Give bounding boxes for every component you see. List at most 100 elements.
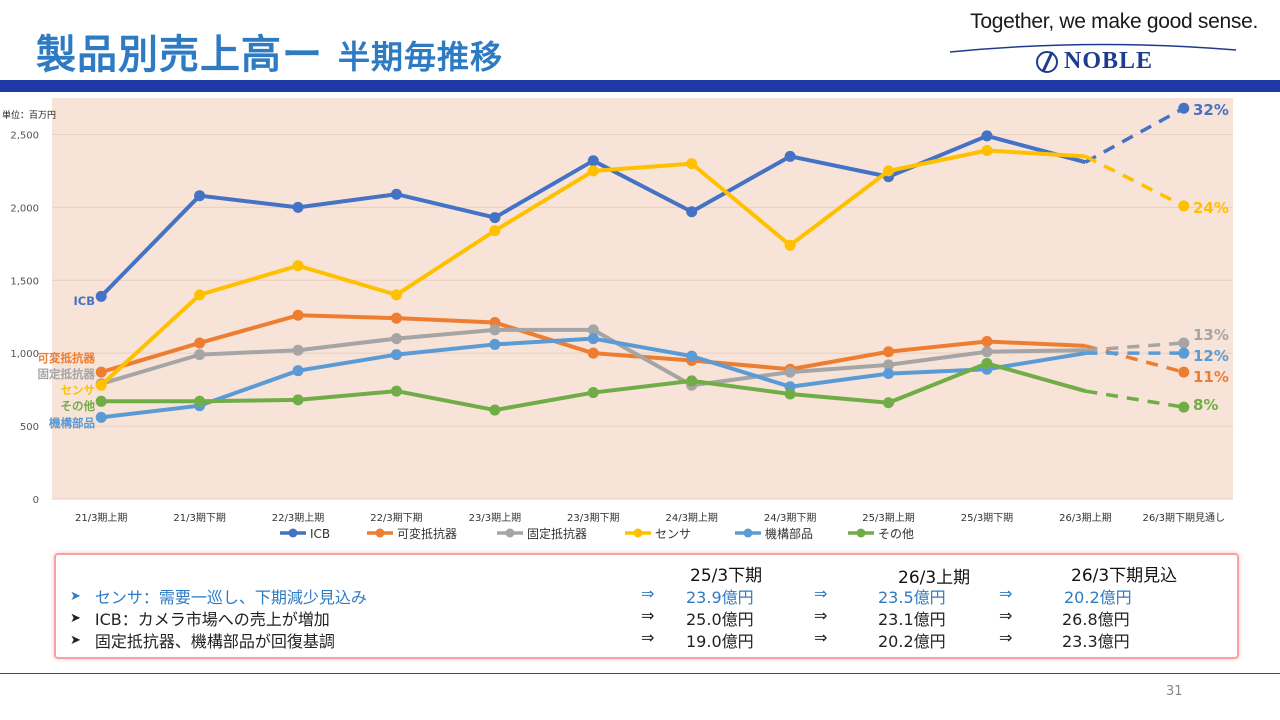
data-point — [292, 260, 304, 272]
summary-row-0: ➤ センサ：需要一巡し、下期減少見込み — [70, 584, 367, 608]
data-point — [390, 333, 402, 345]
share-label: 13% — [1193, 326, 1229, 344]
legend-label: 固定抵抗器 — [527, 526, 587, 541]
summary-row-1: ➤ ICB：カメラ市場への売上が増加 — [70, 606, 330, 630]
data-point — [1178, 347, 1190, 359]
legend-marker — [743, 528, 753, 538]
logo-text: NOBLE — [1064, 48, 1154, 74]
summary-row-2: ➤ 固定抵抗器、機構部品が回復基調 — [70, 628, 335, 652]
legend-marker — [505, 528, 515, 538]
data-point — [981, 346, 993, 358]
data-point — [784, 366, 796, 378]
x-tick-label: 25/3期下期 — [961, 512, 1013, 524]
summary-value: 25.0億円 — [686, 610, 754, 629]
bullet-icon: ➤ — [70, 632, 81, 648]
data-point — [390, 289, 402, 301]
summary-value: 19.0億円 — [686, 632, 754, 651]
series-forecast-line-3 — [1084, 154, 1185, 208]
legend-marker — [288, 528, 298, 538]
data-point — [686, 158, 698, 170]
arrow-icon: ⇒ — [814, 628, 828, 647]
x-tick-label: 22/3期下期 — [370, 512, 422, 524]
summary-col-head-0: 25/3下期 — [690, 566, 763, 586]
x-tick-label: 26/3期下期見通し — [1143, 512, 1225, 524]
data-point — [292, 365, 304, 377]
legend-marker — [856, 528, 866, 538]
summary-box: 25/3下期 26/3上期 26/3下期見込 ➤ センサ：需要一巡し、下期減少見… — [54, 553, 1239, 659]
legend-label: センサ — [655, 527, 691, 541]
data-point — [981, 357, 993, 369]
data-point — [587, 155, 599, 167]
share-label: 12% — [1193, 347, 1229, 365]
series-forecast-line-1 — [1084, 344, 1185, 374]
data-point — [292, 394, 304, 406]
data-point — [489, 212, 501, 224]
data-point — [587, 324, 599, 336]
data-point — [194, 349, 206, 361]
logo-mark-icon — [1036, 50, 1058, 73]
footer-line — [0, 673, 1280, 674]
chart-svg: 0 500 1,000 1,500 2,000 2,500 単位：百万円 21/3期上期 21/… — [2, 98, 1233, 541]
data-point — [489, 324, 501, 336]
title-dash: ー — [282, 32, 323, 78]
unit-label: 単位：百万円 — [2, 109, 56, 121]
summary-value: 23.3億円 — [1062, 632, 1130, 651]
series-forecast-line-0 — [1084, 106, 1185, 164]
data-point — [587, 165, 599, 177]
bullet-icon: ➤ — [70, 610, 81, 626]
data-point — [390, 349, 402, 361]
data-point — [784, 388, 796, 400]
arrow-icon: ⇒ — [814, 606, 828, 625]
arrow-icon: ⇒ — [999, 584, 1013, 603]
share-label: 24% — [1193, 199, 1229, 217]
company-logo: NOBLE — [1036, 48, 1153, 75]
data-point — [587, 387, 599, 399]
series-forecast-line-2 — [1085, 341, 1184, 353]
y-tick-label: 2,000 — [10, 203, 39, 214]
x-tick-label: 26/3期上期 — [1059, 512, 1111, 524]
summary-value: 23.9億円 — [686, 588, 754, 607]
share-label: 11% — [1193, 368, 1229, 386]
x-tick-label: 23/3期下期 — [567, 512, 619, 524]
arrow-icon: ⇒ — [641, 584, 655, 603]
y-tick-label: 2,500 — [10, 130, 39, 141]
x-tick-label: 21/3期上期 — [75, 512, 127, 524]
data-point — [686, 350, 698, 362]
plot-area — [52, 98, 1233, 499]
summary-value: 20.2億円 — [1064, 588, 1132, 607]
y-tick-label: 1,500 — [10, 276, 39, 287]
x-tick-label: 25/3期上期 — [862, 512, 914, 524]
data-point — [489, 338, 501, 350]
header-bar — [0, 80, 1280, 92]
summary-value: 23.5億円 — [878, 588, 946, 607]
share-label: 32% — [1193, 101, 1229, 119]
data-point — [1178, 102, 1190, 114]
summary-value: 20.2億円 — [878, 632, 946, 651]
legend-label: 可変抵抗器 — [397, 526, 457, 541]
data-point — [686, 206, 698, 218]
series-forecast-line-5 — [1085, 389, 1185, 409]
sales-chart: 0 500 1,000 1,500 2,000 2,500 単位：百万円 21/3期上期 21/… — [0, 92, 1280, 550]
data-point — [95, 395, 107, 407]
page-title: 製品別売上高ー 半期毎推移 — [36, 22, 503, 80]
data-point — [489, 225, 501, 237]
data-point — [883, 346, 895, 358]
y-tick-label: 1,000 — [10, 349, 39, 360]
data-point — [194, 337, 206, 349]
y-tick-label: 500 — [20, 422, 39, 433]
data-point — [784, 239, 796, 251]
data-point — [292, 344, 304, 356]
data-point — [587, 333, 599, 345]
summary-row-text: 固定抵抗器、機構部品が回復基調 — [94, 632, 335, 651]
title-main: 製品別売上高 — [36, 32, 282, 78]
data-point — [390, 188, 402, 200]
data-point — [784, 150, 796, 162]
series-left-label: その他 — [61, 399, 96, 413]
summary-col-head-2: 26/3下期見込 — [1071, 566, 1178, 586]
data-point — [194, 289, 206, 301]
data-point — [95, 411, 107, 423]
x-tick-label: 21/3期下期 — [173, 512, 225, 524]
series-left-label: センサ — [61, 383, 96, 397]
summary-value: 23.1億円 — [878, 610, 946, 629]
data-point — [981, 130, 993, 142]
